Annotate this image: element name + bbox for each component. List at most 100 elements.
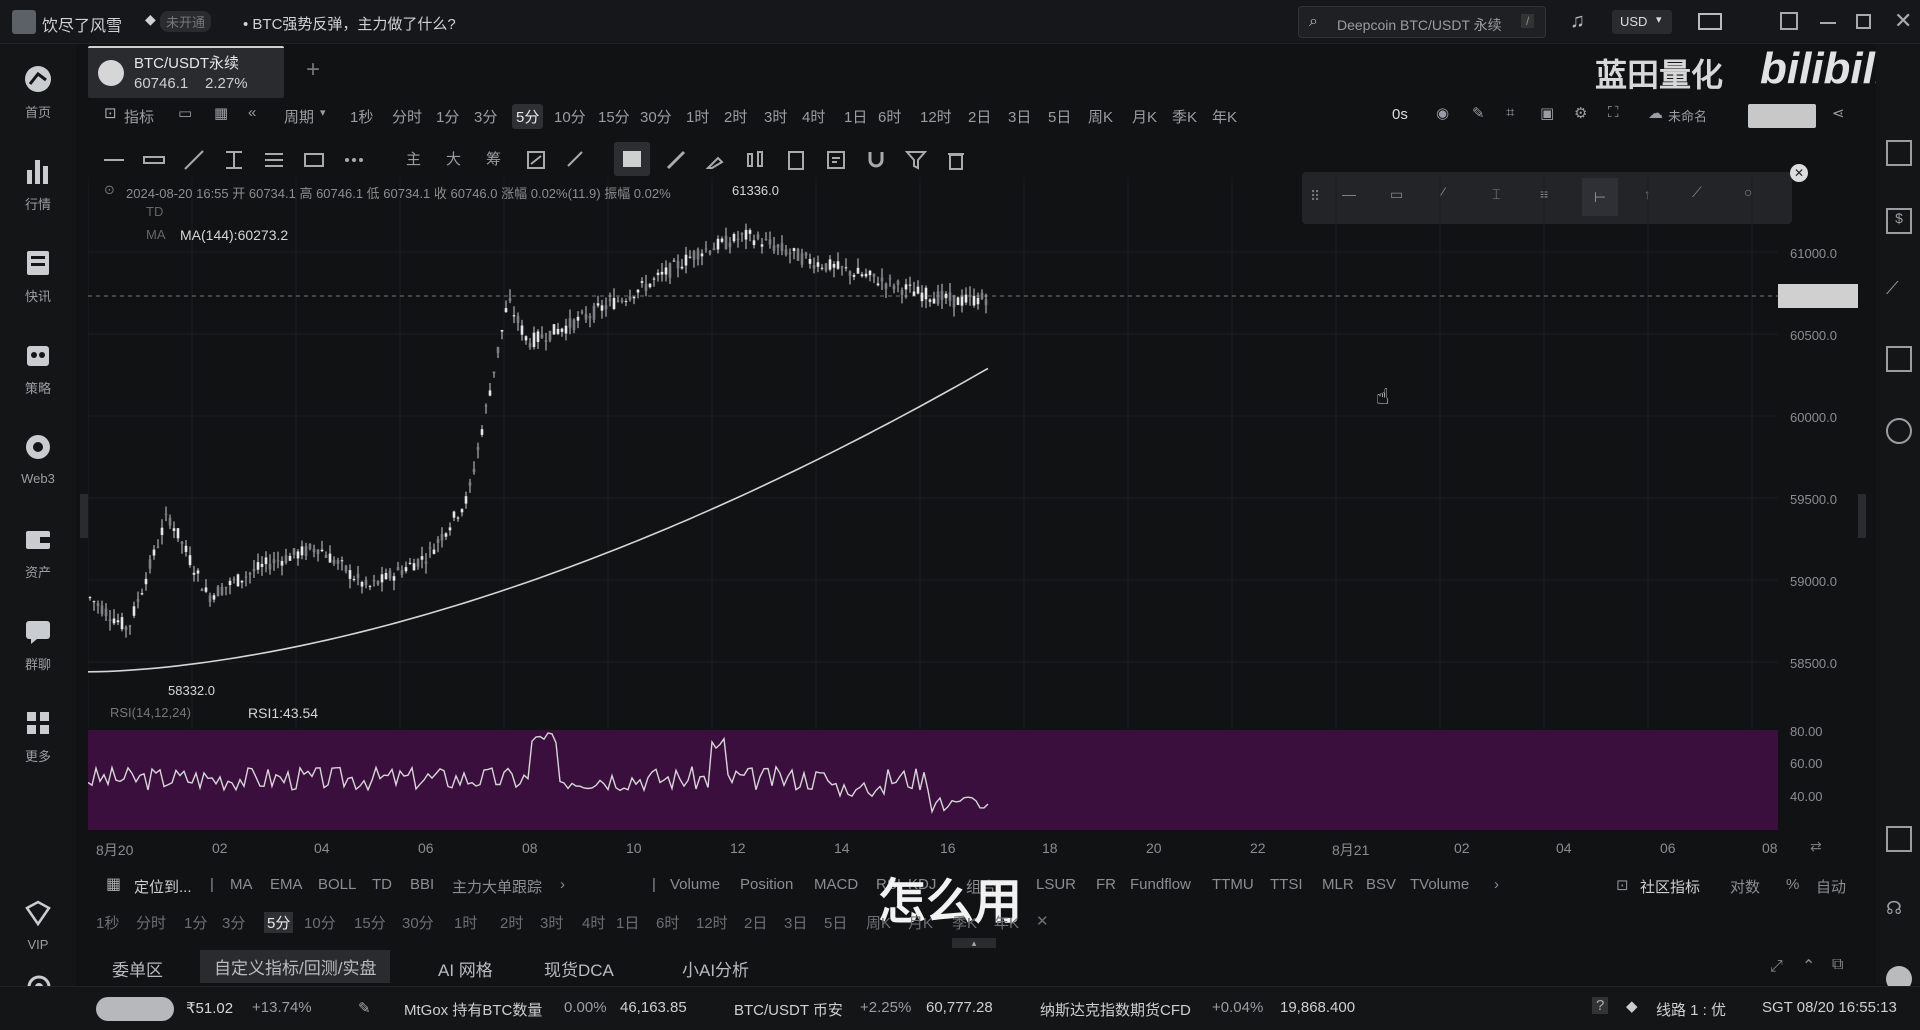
user-avatar-icon[interactable] <box>12 10 36 34</box>
draw-line-icon[interactable] <box>564 148 588 172</box>
search-box[interactable]: ⌕ Deepcoin BTC/USDT 永续 / <box>1298 6 1546 38</box>
bottom-timeframe-6[interactable]: 10分 <box>304 915 336 932</box>
calendar-icon[interactable]: ▦ <box>106 876 122 893</box>
bottom-timeframe-19[interactable]: 周K <box>866 915 892 932</box>
news-headline[interactable]: • BTC强势反弹，主力做了什么? <box>243 16 456 33</box>
bottom-tab-4[interactable]: 现货DCA <box>544 961 614 980</box>
rsi-indicator-label[interactable]: RSI(14,12,24) <box>110 705 191 720</box>
close-icon[interactable]: ✕ <box>1894 8 1913 33</box>
chart-up-icon[interactable]: ⟋ <box>1886 278 1899 298</box>
ray-tool-icon[interactable]: ⁄ <box>1442 184 1445 200</box>
sidebar-item-more[interactable]: 更多 <box>0 694 76 774</box>
timeframe-6[interactable]: 10分 <box>554 109 586 126</box>
delete-drawing-icon[interactable]: ▣ <box>1540 105 1555 122</box>
timeframe-11[interactable]: 3时 <box>764 109 788 126</box>
timeframe-12[interactable]: 4时 <box>802 109 826 126</box>
timeframe-7[interactable]: 15分 <box>598 109 630 126</box>
percent-scale-toggle[interactable]: % <box>1786 876 1800 893</box>
ticker-item-name[interactable]: MtGox 持有BTC数量 <box>404 1002 543 1019</box>
bottom-timeframe-4[interactable]: 3分 <box>222 915 246 932</box>
sidebar-item-news[interactable]: 快讯 <box>0 234 76 314</box>
camera-icon[interactable]: ◉ <box>1436 105 1450 122</box>
big-order-icon[interactable]: 大 <box>446 151 462 168</box>
ticker-item-name[interactable]: BTC/USDT 币安 <box>734 1002 843 1019</box>
main-force-icon[interactable]: 主 <box>406 151 422 168</box>
bottom-tab-3[interactable]: AI 网格 <box>438 961 493 980</box>
highlighted-tool-icon[interactable] <box>614 142 650 176</box>
bottom-timeframe-14[interactable]: 6时 <box>656 915 680 932</box>
fullscreen-icon[interactable]: ⛶ <box>1608 104 1619 121</box>
collapse-arrow-icon[interactable]: ▴ <box>952 938 996 948</box>
timeframe-2[interactable]: 分时 <box>392 109 423 126</box>
layout-name[interactable]: 未命名 <box>1668 109 1708 124</box>
pencil-icon[interactable]: ✎ <box>1472 105 1485 122</box>
symbol-tab[interactable]: BTC/USDT永续 60746.1 2.27% <box>88 46 284 98</box>
sub-indicator-5[interactable]: KDJ <box>908 876 937 893</box>
horizontal-line-icon[interactable] <box>102 148 126 172</box>
sub-indicator-3[interactable]: MACD <box>814 876 859 893</box>
sub-indicator-14[interactable]: TVolume <box>1410 876 1470 893</box>
bottom-timeframe-3[interactable]: 1分 <box>184 915 208 932</box>
filter-icon[interactable] <box>904 148 928 172</box>
pen-icon[interactable] <box>704 148 728 172</box>
template-icon[interactable]: ▭ <box>178 105 193 122</box>
bottom-timeframe-7[interactable]: 15分 <box>354 915 386 932</box>
main-indicator-5[interactable]: BBI <box>410 876 435 893</box>
community-indicator-button[interactable]: 社区指标 <box>1640 879 1701 896</box>
ticker-badge[interactable] <box>96 997 174 1021</box>
sidebar-item-chat[interactable]: 群聊 <box>0 602 76 682</box>
bottom-timeframe-13[interactable]: 1日 <box>616 915 640 932</box>
circle-tool-icon[interactable]: ○ <box>1744 184 1753 200</box>
ruler-icon[interactable] <box>142 148 166 172</box>
price-chart[interactable] <box>88 178 1858 838</box>
timeframe-8[interactable]: 30分 <box>640 109 672 126</box>
bottom-timeframe-16[interactable]: 2日 <box>744 915 768 932</box>
rectangle-icon[interactable] <box>302 148 326 172</box>
log-scale-toggle[interactable]: 对数 <box>1730 879 1761 896</box>
close-timeframe-icon[interactable]: ✕ <box>1036 913 1049 930</box>
sub-indicator-13[interactable]: BSV <box>1366 876 1397 893</box>
bottom-timeframe-15[interactable]: 12时 <box>696 915 728 932</box>
more-tools-icon[interactable] <box>342 148 366 172</box>
clipboard-icon[interactable] <box>784 148 808 172</box>
td-indicator-label[interactable]: TD <box>146 204 164 219</box>
share-icon[interactable]: ⋖ <box>1832 105 1845 122</box>
chart-type-icon[interactable] <box>524 148 548 172</box>
bell-icon[interactable]: ♫ <box>1570 10 1585 32</box>
candles-icon[interactable] <box>744 148 768 172</box>
sidebar-item-home[interactable]: 首页 <box>0 50 76 130</box>
trend-line-icon[interactable] <box>182 148 206 172</box>
sub-indicator-12[interactable]: MLR <box>1322 876 1354 893</box>
period-dropdown[interactable]: 周期 <box>284 109 315 126</box>
bottom-timeframe-10[interactable]: 2时 <box>500 915 524 932</box>
sub-indicator-9[interactable]: Fundflow <box>1130 876 1191 893</box>
chevron-right-icon[interactable]: › <box>1494 876 1499 893</box>
search-input[interactable]: Deepcoin BTC/USDT 永续 <box>1337 17 1502 33</box>
timeframe-14[interactable]: 6时 <box>878 109 902 126</box>
sub-indicator-4[interactable]: RSI <box>876 876 902 893</box>
brush-icon[interactable] <box>664 148 688 172</box>
note-icon[interactable] <box>824 148 848 172</box>
main-indicator-4[interactable]: TD <box>372 876 392 893</box>
currency-select[interactable]: USD ▾ <box>1612 10 1672 34</box>
timeframe-15[interactable]: 12时 <box>920 109 952 126</box>
bottom-timeframe-18[interactable]: 5日 <box>824 915 848 932</box>
bottom-timeframe-1[interactable]: 1秒 <box>96 915 120 932</box>
exchange-icon[interactable] <box>1886 418 1912 444</box>
help-icon[interactable]: ? <box>1592 997 1609 1014</box>
membership-badge[interactable]: 未开通 <box>160 11 212 32</box>
ohlc-expand-icon[interactable]: ⊙ <box>104 182 115 197</box>
ruler-tool-icon[interactable]: ▭ <box>1390 186 1404 202</box>
add-tab-button[interactable]: + <box>306 56 321 83</box>
bottom-tab-1[interactable]: 委单区 <box>112 961 163 980</box>
zoom-icon[interactable]: ⇄ <box>1810 838 1822 854</box>
chevron-right-icon[interactable]: › <box>560 876 565 893</box>
bottom-timeframe-5[interactable]: 5分 <box>264 912 294 933</box>
sub-indicator-10[interactable]: TTMU <box>1212 876 1254 893</box>
hline-tool-icon[interactable]: — <box>1342 186 1356 202</box>
chip-icon[interactable]: 筹 <box>486 151 502 168</box>
fib-tool-icon[interactable]: ⌶ <box>1492 186 1501 202</box>
bottom-timeframe-8[interactable]: 30分 <box>402 915 434 932</box>
sub-indicator-1[interactable]: Volume <box>670 876 721 893</box>
timeframe-5[interactable]: 5分 <box>512 104 544 129</box>
